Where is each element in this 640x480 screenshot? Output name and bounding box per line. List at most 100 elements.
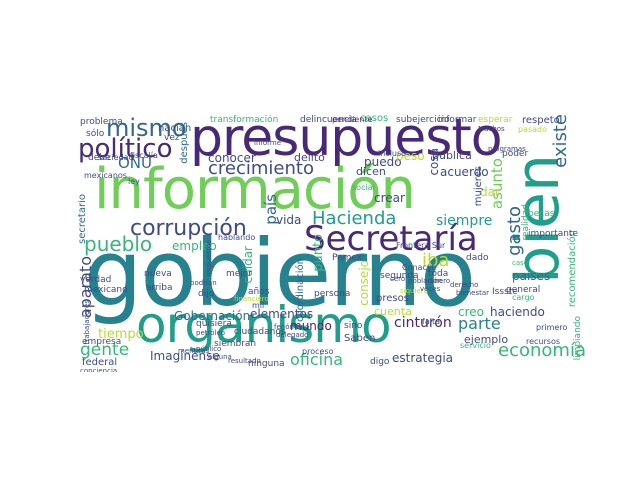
- word: corrupción: [130, 216, 247, 241]
- word: presupuesto: [190, 110, 503, 168]
- word: presos: [376, 293, 409, 304]
- word: resultado: [228, 357, 261, 365]
- word: esperar: [478, 115, 513, 125]
- word: impuestos: [205, 240, 213, 277]
- word: petróleo: [196, 329, 226, 337]
- word: segunda: [380, 271, 419, 281]
- word: Muchos: [478, 125, 505, 133]
- word: importante: [528, 229, 579, 239]
- word: incluso: [378, 149, 407, 158]
- word: toda: [428, 269, 449, 279]
- word: Pemex: [332, 253, 363, 263]
- word: mundo: [290, 319, 332, 333]
- word: Frontera Sur: [396, 241, 446, 250]
- word: organismo: [136, 296, 392, 354]
- word: años: [248, 287, 270, 297]
- word: Saben: [344, 333, 376, 344]
- word: mexicanos: [84, 171, 127, 180]
- word: sociedad: [98, 153, 134, 162]
- word: dar: [480, 185, 500, 199]
- word: público: [196, 345, 222, 353]
- word: quisiera: [196, 319, 232, 329]
- word: hablando: [218, 233, 256, 242]
- word: dijo: [198, 289, 215, 299]
- word: trabajadores: [83, 300, 91, 345]
- word: siquiera: [400, 287, 428, 295]
- word: secretario: [78, 194, 88, 244]
- word: población: [408, 277, 442, 285]
- word: federal: [82, 357, 118, 368]
- word: acuerdo: [440, 165, 489, 179]
- word: informe: [254, 139, 282, 147]
- word: programas: [488, 145, 526, 153]
- word: Conacyt: [402, 263, 435, 272]
- word: cargo: [512, 293, 535, 302]
- word: parte: [458, 314, 501, 333]
- word: cuenta: [374, 305, 412, 318]
- word: transformación: [210, 115, 279, 125]
- word: mexicano: [84, 285, 128, 295]
- word: gobierno: [84, 220, 476, 327]
- word: países: [512, 269, 551, 283]
- word: ninguna: [248, 359, 285, 369]
- word: después: [179, 122, 190, 164]
- word: pendiente: [332, 115, 373, 124]
- word: casos: [360, 113, 389, 124]
- word: dinero: [428, 277, 451, 285]
- word: bienestar: [456, 289, 489, 297]
- word: falta: [422, 317, 440, 326]
- word: ONU: [118, 154, 153, 172]
- word: sino: [344, 321, 363, 331]
- word: empresa: [82, 337, 122, 347]
- word: poder: [502, 149, 529, 159]
- word: punto: [311, 234, 326, 272]
- word: peso: [396, 149, 425, 163]
- word: delito: [294, 151, 325, 164]
- word: estrategia: [392, 351, 454, 365]
- word: economía: [498, 340, 586, 361]
- word: ciudadanos: [234, 327, 286, 337]
- word: político: [78, 134, 173, 164]
- word: ejemplo: [464, 333, 509, 346]
- word: pueblo: [84, 232, 153, 256]
- word: mismo: [106, 114, 187, 142]
- word: alguna: [208, 353, 232, 361]
- word: asunto: [488, 158, 506, 210]
- word: consejo: [357, 260, 371, 306]
- word-cloud: gobierno información presupuesto organis…: [78, 110, 586, 372]
- word: mejor: [226, 269, 253, 279]
- word: cinturón: [394, 315, 452, 331]
- word: gente: [80, 340, 130, 360]
- word: fenómeno: [274, 323, 310, 331]
- word: siempre: [436, 213, 493, 229]
- word: información: [94, 157, 416, 222]
- word: mujeres: [473, 166, 484, 207]
- word: cero: [390, 275, 406, 283]
- word: recomendación: [567, 230, 578, 308]
- word: crecimiento: [208, 158, 314, 179]
- word: coordinación: [295, 258, 306, 322]
- word: becas: [528, 209, 555, 219]
- word: pública: [432, 149, 472, 162]
- word: recursos: [526, 337, 561, 346]
- word: Issste: [492, 287, 518, 297]
- word: tiempo: [98, 327, 144, 342]
- word: financiero: [234, 295, 269, 303]
- word: podrían: [190, 279, 217, 287]
- word: veces: [420, 285, 441, 293]
- word: crear: [374, 191, 405, 205]
- word: dicen: [356, 165, 386, 178]
- word: elementos: [250, 307, 314, 321]
- word: servicio: [460, 341, 491, 350]
- word: iba: [422, 250, 450, 271]
- word: derecho: [450, 281, 479, 289]
- word: subejercicio: [396, 115, 450, 125]
- word: arriba: [146, 283, 173, 293]
- word: dado: [466, 253, 489, 263]
- word: primero: [536, 323, 568, 332]
- word: creo: [458, 305, 484, 319]
- word: vida: [276, 213, 302, 227]
- word: respeto: [522, 115, 560, 126]
- word: puedo: [364, 155, 402, 169]
- word: problema: [80, 117, 123, 127]
